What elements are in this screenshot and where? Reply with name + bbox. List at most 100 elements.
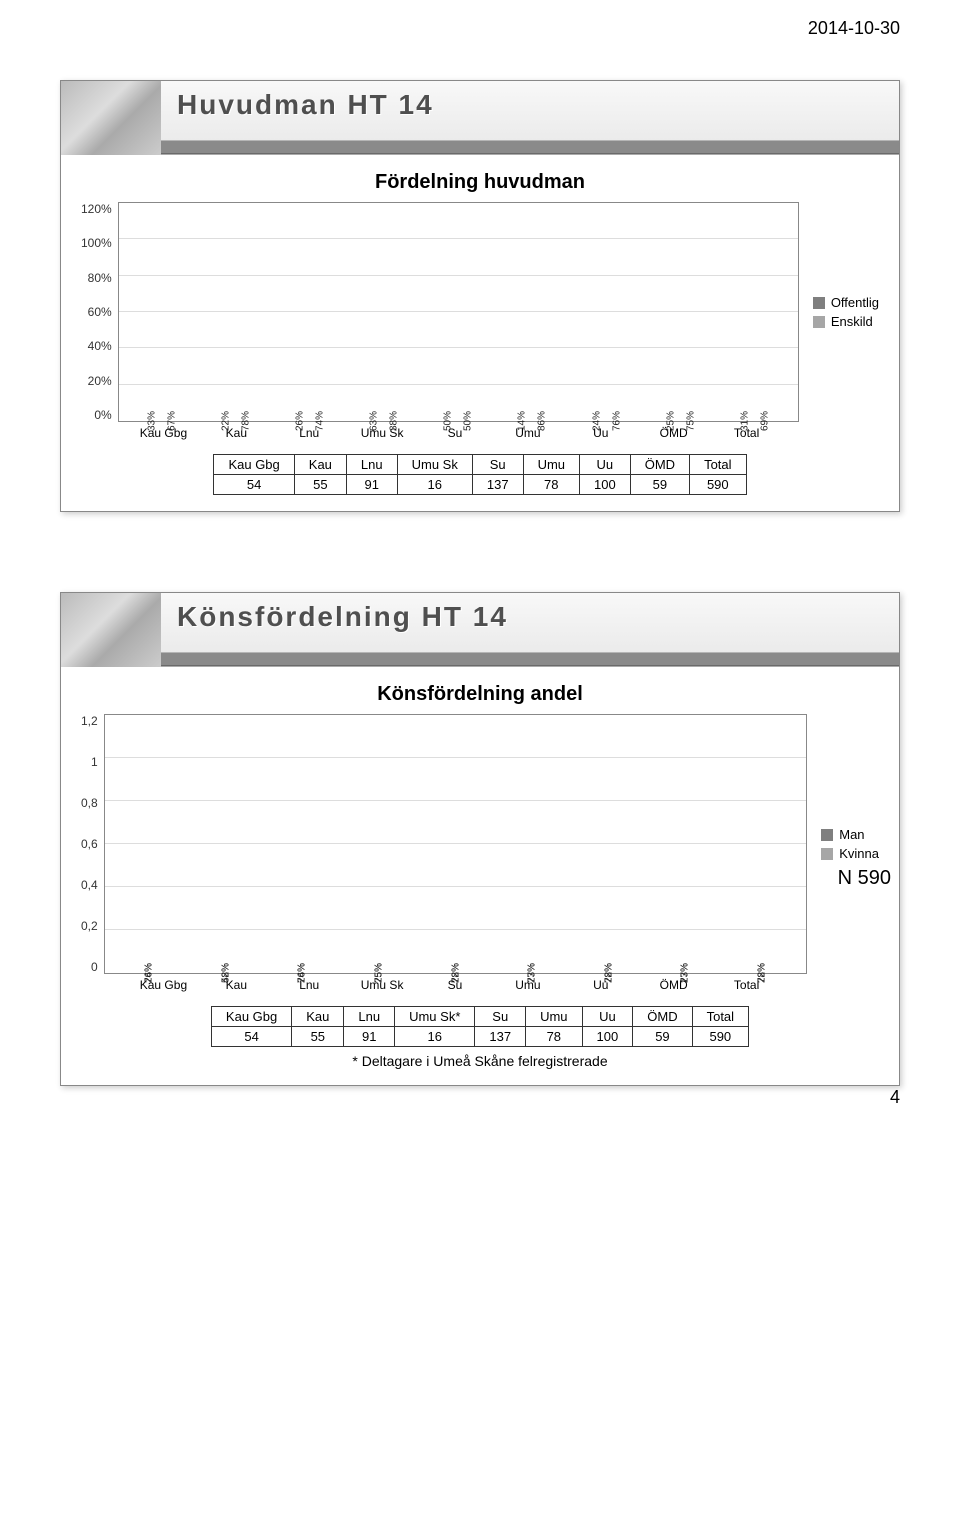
segment-label: 28% (603, 963, 614, 983)
segment-label: 26% (144, 963, 155, 983)
y-tick: 60% (88, 305, 112, 319)
y-tick: 0,2 (81, 919, 98, 933)
x-tick: Uu (564, 978, 637, 992)
slide-huvudman: Huvudman HT 14 Fördelning huvudman 120%1… (60, 80, 900, 512)
chart-title: Könsfördelning andel (81, 683, 879, 706)
table-cell: 55 (292, 1027, 344, 1047)
title-bar: Huvudman HT 14 (161, 81, 899, 154)
bar-label: 74% (315, 411, 326, 431)
counts-table: Kau GbgKauLnuUmu SkSuUmuUuÖMDTotal545591… (213, 454, 746, 495)
photo-placeholder (61, 593, 161, 667)
segment-label: 42% (220, 963, 231, 983)
legend: Man Kvinna (807, 823, 879, 865)
gridline (119, 384, 798, 385)
title-bar: Könsfördelning HT 14 (161, 593, 899, 666)
bar-label: 50% (463, 411, 474, 431)
page-date: 2014-10-30 (808, 18, 900, 39)
gridline (119, 275, 798, 276)
plot-area: 74%26%58%42%76%24%75%25%72%28%77%23%72%2… (104, 714, 808, 974)
segment-label: 27% (680, 963, 691, 983)
y-tick: 80% (88, 271, 112, 285)
chart: 1,210,80,60,40,20 74%26%58%42%76%24%75%2… (81, 714, 879, 974)
y-tick: 120% (81, 202, 112, 216)
table-cell: 590 (690, 475, 746, 495)
table-header: Umu Sk* (395, 1007, 475, 1027)
accent-bar (161, 140, 899, 154)
bar-label: 67% (166, 411, 177, 431)
table-header: ÖMD (633, 1007, 692, 1027)
legend-swatch (813, 297, 825, 309)
table-cell: 590 (692, 1027, 748, 1047)
x-tick: Kau Gbg (127, 978, 200, 992)
table-header: Kau (292, 1007, 344, 1027)
table-cell: 91 (346, 475, 397, 495)
bar-groups: 74%26%58%42%76%24%75%25%72%28%77%23%72%2… (105, 715, 807, 973)
bar-label: 31% (739, 411, 750, 431)
table-header: Total (692, 1007, 748, 1027)
y-tick: 20% (88, 374, 112, 388)
gridline (105, 929, 807, 930)
table-cell: 16 (397, 475, 472, 495)
slide-title: Huvudman HT 14 (161, 81, 899, 140)
slide-body: Fördelning huvudman 120%100%80%60%40%20%… (61, 155, 899, 511)
bar-label: 38% (389, 411, 400, 431)
accent-bar (161, 652, 899, 666)
table-header: Su (472, 455, 523, 475)
legend: OffentligEnskild (799, 291, 879, 333)
slide-konsfordelning: Könsfördelning HT 14 Könsfördelning ande… (60, 592, 900, 1086)
segment-label: 28% (757, 963, 768, 983)
n-label: N 590 (838, 867, 891, 890)
x-tick: Lnu (273, 426, 346, 440)
footnote: * Deltagare i Umeå Skåne felregistrerade (81, 1053, 879, 1069)
y-tick: 1,2 (81, 714, 98, 728)
bar-label: 25% (665, 411, 676, 431)
table-header: Umu Sk (397, 455, 472, 475)
y-tick: 0,8 (81, 796, 98, 810)
segment-label: 25% (373, 963, 384, 983)
plot-area: 33%67%22%78%26%74%63%38%50%50%14%86%24%7… (118, 202, 799, 422)
table-cell: 100 (582, 1027, 633, 1047)
bar-label: 33% (146, 411, 157, 431)
legend-swatch (821, 848, 833, 860)
x-tick: Umu Sk (346, 426, 419, 440)
table-header: Kau Gbg (211, 1007, 291, 1027)
x-tick: ÖMD (637, 978, 710, 992)
legend-label: Man (839, 827, 864, 842)
bar-label: 14% (517, 411, 528, 431)
gridline (119, 238, 798, 239)
legend-swatch (821, 829, 833, 841)
bar-label: 75% (685, 411, 696, 431)
y-tick: 40% (88, 339, 112, 353)
table-header: Umu (523, 455, 579, 475)
legend-item: Man (821, 827, 879, 842)
table-cell: 78 (523, 475, 579, 495)
table-cell: 100 (580, 475, 631, 495)
counts-table: Kau GbgKauLnuUmu Sk*SuUmuUuÖMDTotal54559… (211, 1006, 749, 1047)
gridline (119, 347, 798, 348)
x-tick: Su (419, 426, 492, 440)
slide-body: Könsfördelning andel 1,210,80,60,40,20 7… (61, 667, 899, 1085)
bar-label: 26% (295, 411, 306, 431)
table-header: Uu (582, 1007, 633, 1027)
table-header: ÖMD (630, 455, 689, 475)
legend-label: Kvinna (839, 846, 879, 861)
x-tick: Umu (491, 426, 564, 440)
gridline (119, 311, 798, 312)
segment-label: 24% (297, 963, 308, 983)
x-tick: Lnu (273, 978, 346, 992)
bar-label: 63% (369, 411, 380, 431)
bar-groups: 33%67%22%78%26%74%63%38%50%50%14%86%24%7… (119, 203, 798, 421)
table-cell: 78 (526, 1027, 582, 1047)
table-header: Umu (526, 1007, 582, 1027)
legend-swatch (813, 316, 825, 328)
table-cell: 54 (214, 475, 294, 495)
slide-title: Könsfördelning HT 14 (161, 593, 899, 652)
bar-label: 22% (220, 411, 231, 431)
legend-label: Enskild (831, 314, 873, 329)
table-header: Kau Gbg (214, 455, 294, 475)
photo-placeholder (61, 81, 161, 155)
x-tick: Total (710, 978, 783, 992)
y-tick: 0 (91, 960, 98, 974)
y-tick: 0,4 (81, 878, 98, 892)
table-cell: 16 (395, 1027, 475, 1047)
